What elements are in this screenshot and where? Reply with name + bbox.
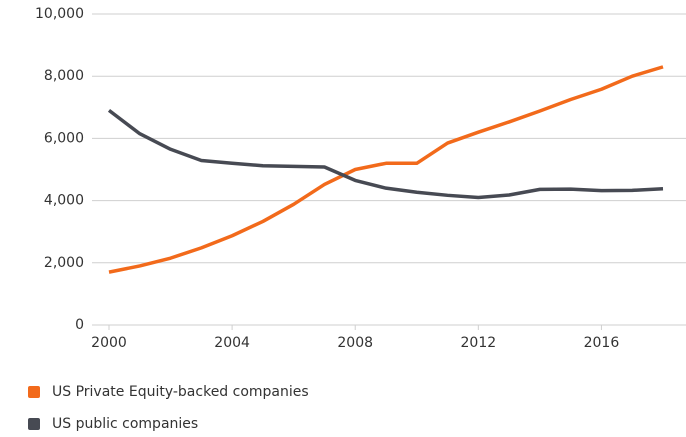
y-tick-label: 0	[75, 317, 84, 333]
y-tick-label: 6,000	[44, 130, 84, 146]
y-tick-label: 2,000	[44, 255, 84, 271]
legend-swatch	[28, 418, 40, 430]
x-tick-label: 2004	[214, 335, 250, 351]
x-tick-label: 2000	[91, 335, 127, 351]
series-line	[107, 109, 664, 200]
legend-swatch	[28, 386, 40, 398]
series-line	[108, 65, 664, 274]
x-tick-label: 2008	[337, 335, 373, 351]
y-tick-label: 8,000	[44, 68, 84, 84]
x-tick-label: 2016	[584, 335, 620, 351]
x-tick-label: 2012	[461, 335, 497, 351]
legend-label: US Private Equity-backed companies	[52, 384, 309, 400]
y-tick-label: 4,000	[44, 193, 84, 209]
legend-label: US public companies	[52, 416, 198, 432]
y-tick-label: 10,000	[35, 6, 84, 22]
